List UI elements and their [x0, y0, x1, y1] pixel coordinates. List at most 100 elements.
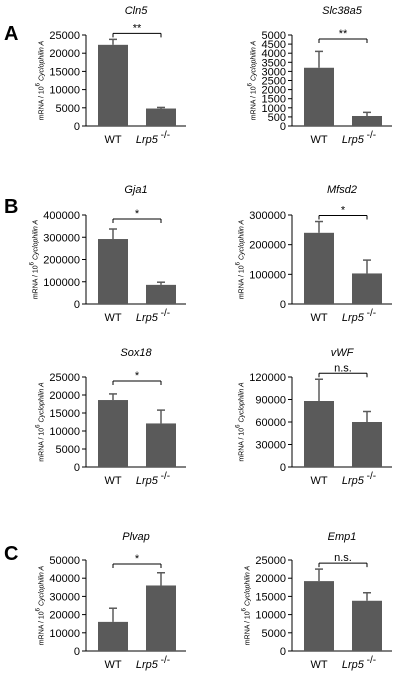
y-axis-label: mRNA / 106 Cyclophilin A	[36, 40, 46, 120]
category-label-wt: WT	[104, 475, 121, 487]
y-tick-label: 200000	[249, 240, 286, 252]
y-tick-label: 400000	[43, 210, 80, 222]
category-label-lrp5: Lrp5 -/-	[342, 130, 376, 146]
y-axis-label-sup: 6	[36, 607, 42, 611]
y-axis-label-sup: 6	[235, 424, 241, 428]
bar-wt	[98, 44, 128, 126]
chart-mfsd2: Mfsd2 0 100000 200000 300000 mRNA / 106 Cyclo…	[235, 184, 392, 324]
y-tick-label: 20000	[49, 390, 80, 402]
significance-label: **	[339, 28, 348, 40]
category-label-lrp5-sup: -/-	[158, 308, 170, 319]
significance-label: n.s.	[334, 362, 352, 374]
significance-label: n.s.	[334, 552, 352, 564]
significance-label: *	[135, 208, 140, 220]
chart-title: Cln5	[125, 5, 149, 17]
chart-title: Mfsd2	[327, 184, 357, 196]
bar-lrp5	[352, 422, 382, 467]
y-axis-label-sup: 6	[235, 261, 241, 265]
category-label-wt: WT	[310, 659, 327, 671]
category-label-lrp5: Lrp5 -/-	[342, 655, 376, 671]
category-label-lrp5-name: Lrp5	[342, 659, 365, 671]
category-label-lrp5: Lrp5 -/-	[342, 471, 376, 487]
y-axis-label-main: mRNA / 10	[251, 86, 258, 120]
bar-lrp5	[146, 585, 176, 651]
category-label-lrp5-sup: -/-	[364, 308, 376, 319]
y-tick-label: 10000	[255, 610, 286, 622]
y-tick-label: 5000	[262, 30, 286, 42]
y-axis-label: mRNA / 106 Cyclophilin A	[235, 382, 245, 462]
category-label-lrp5-name: Lrp5	[342, 475, 365, 487]
category-label-lrp5: Lrp5 -/-	[136, 308, 170, 324]
y-axis-label-species: Cyclophilin A	[238, 382, 245, 424]
bar-wt	[98, 400, 128, 467]
y-tick-label: 1500	[262, 94, 286, 106]
bar-lrp5	[352, 273, 382, 304]
y-axis-label-species: Cyclophilin A	[39, 40, 46, 82]
y-axis-label-sup: 6	[36, 424, 42, 428]
y-tick-label: 300000	[249, 210, 286, 222]
y-axis-label-sup: 6	[36, 82, 42, 86]
y-tick-label: 15000	[49, 408, 80, 420]
y-tick-label: 5000	[56, 103, 80, 115]
category-label-wt: WT	[310, 475, 327, 487]
y-tick-label: 60000	[255, 417, 286, 429]
category-label-lrp5: Lrp5 -/-	[136, 130, 170, 146]
y-tick-label: 200000	[43, 255, 80, 267]
y-axis-label-species: Cyclophilin A	[251, 40, 258, 82]
y-tick-label: 10000	[49, 426, 80, 438]
y-tick-label: 120000	[249, 372, 286, 384]
category-label-lrp5-sup: -/-	[158, 130, 170, 141]
y-tick-label: 20000	[49, 48, 80, 60]
y-tick-label: 4500	[262, 39, 286, 51]
y-tick-label: 0	[280, 462, 286, 474]
chart-title: Plvap	[122, 531, 150, 543]
chart-title: Sox18	[120, 347, 152, 359]
y-tick-label: 0	[280, 646, 286, 658]
category-label-lrp5-sup: -/-	[364, 130, 376, 141]
y-axis-label-sup: 6	[29, 261, 35, 265]
y-tick-label: 25000	[255, 555, 286, 567]
y-axis-label-species: Cyclophilin A	[39, 565, 46, 607]
bar-wt	[304, 232, 334, 304]
chart-title: Gja1	[124, 184, 147, 196]
bar-wt	[304, 67, 334, 126]
chart-title: vWF	[331, 347, 355, 359]
y-tick-label: 0	[280, 299, 286, 311]
significance-label: **	[133, 22, 142, 34]
bar-lrp5	[146, 108, 176, 126]
y-tick-label: 0	[280, 121, 286, 133]
panel-letter-b: B	[4, 196, 18, 218]
chart-title: Slc38a5	[322, 5, 363, 17]
bar-wt	[304, 581, 334, 651]
bar-lrp5	[352, 600, 382, 651]
y-tick-label: 30000	[49, 591, 80, 603]
bar-lrp5	[352, 115, 382, 126]
category-label-wt: WT	[310, 134, 327, 146]
y-tick-label: 3000	[262, 66, 286, 78]
bar-wt	[98, 621, 128, 651]
category-label-wt: WT	[104, 659, 121, 671]
chart-slc38a5: Slc38a5 050010001500200025003000350040004…	[248, 5, 392, 146]
panel-letter-a: A	[4, 23, 18, 45]
y-axis-label-species: Cyclophilin A	[32, 219, 39, 261]
y-axis-label-main: mRNA / 10	[32, 265, 39, 299]
category-label-lrp5-sup: -/-	[158, 655, 170, 666]
y-axis-label-sup: 6	[248, 82, 254, 86]
chart-vwf: vWF 0 30000 60000 90000 120000 mRNA / 106 Cycl…	[235, 347, 392, 487]
y-tick-label: 10000	[49, 85, 80, 97]
y-tick-label: 5000	[262, 628, 286, 640]
y-axis-label: mRNA / 106 Cyclophilin A	[242, 565, 252, 645]
category-label-lrp5-name: Lrp5	[342, 134, 365, 146]
y-tick-label: 2500	[262, 76, 286, 88]
y-tick-label: 25000	[49, 30, 80, 42]
y-tick-label: 100000	[43, 277, 80, 289]
bar-lrp5	[146, 284, 176, 304]
y-tick-label: 40000	[49, 573, 80, 585]
category-label-lrp5: Lrp5 -/-	[136, 471, 170, 487]
significance-label: *	[135, 553, 140, 565]
y-tick-label: 4000	[262, 48, 286, 60]
category-label-lrp5-name: Lrp5	[136, 475, 159, 487]
y-axis-label-main: mRNA / 10	[238, 428, 245, 462]
